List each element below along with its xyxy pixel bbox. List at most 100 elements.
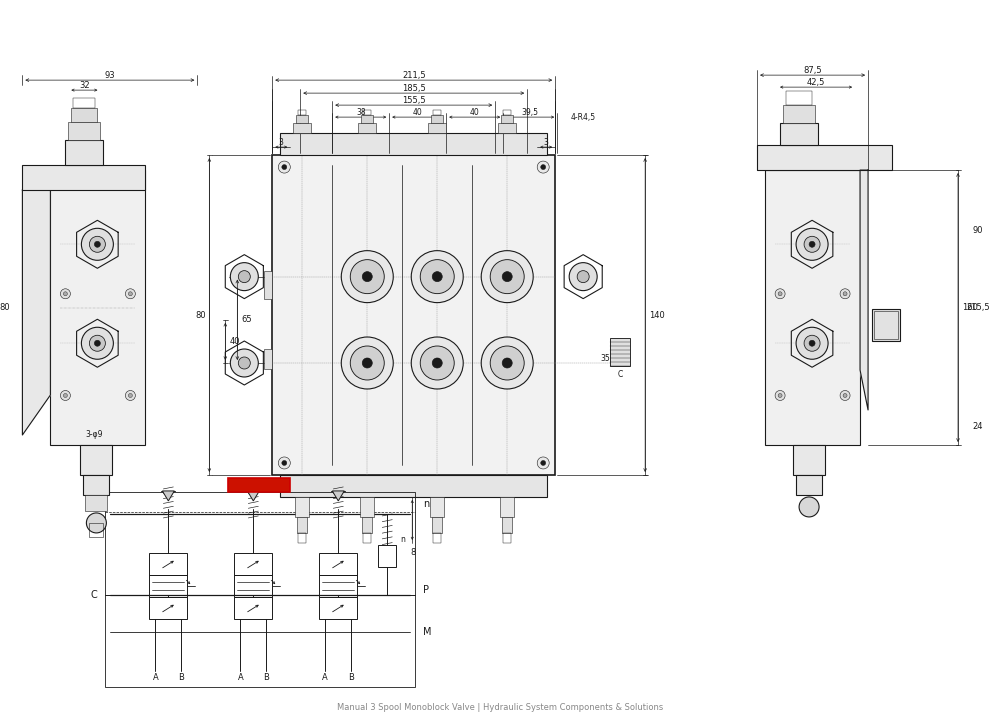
Circle shape xyxy=(63,394,67,397)
Polygon shape xyxy=(860,170,868,410)
Bar xyxy=(149,597,187,619)
Text: T: T xyxy=(581,272,586,281)
Text: P: P xyxy=(423,585,429,595)
Text: 185,5: 185,5 xyxy=(402,84,426,92)
Bar xyxy=(361,115,373,123)
Bar xyxy=(319,554,357,575)
Bar xyxy=(280,133,547,155)
Bar xyxy=(874,310,898,338)
Text: 8: 8 xyxy=(411,549,416,557)
Circle shape xyxy=(282,165,287,170)
Text: B: B xyxy=(365,358,370,368)
Circle shape xyxy=(125,391,135,401)
Text: Tn: Tn xyxy=(240,361,248,366)
Circle shape xyxy=(796,228,828,260)
Circle shape xyxy=(775,289,785,299)
Bar xyxy=(610,338,630,366)
Circle shape xyxy=(843,292,847,296)
Bar xyxy=(433,533,441,543)
Bar xyxy=(272,155,555,475)
Text: B: B xyxy=(348,673,354,683)
Bar xyxy=(297,517,307,533)
Text: 3: 3 xyxy=(544,138,549,146)
Bar xyxy=(234,554,272,575)
Text: M: M xyxy=(423,627,432,637)
Bar xyxy=(50,170,145,445)
Text: 40: 40 xyxy=(470,108,480,117)
Circle shape xyxy=(81,327,113,359)
Bar xyxy=(68,122,100,140)
Text: 38: 38 xyxy=(356,108,366,117)
Bar xyxy=(264,271,272,299)
Circle shape xyxy=(350,346,384,380)
Text: T: T xyxy=(92,499,97,509)
Text: 32: 32 xyxy=(79,80,90,90)
Circle shape xyxy=(89,336,105,351)
Text: Q25D3L: Q25D3L xyxy=(239,480,279,490)
Bar xyxy=(433,110,441,115)
Bar xyxy=(503,533,511,543)
Text: 211,5: 211,5 xyxy=(402,70,426,80)
Circle shape xyxy=(569,262,597,290)
Polygon shape xyxy=(247,491,259,501)
Text: 80: 80 xyxy=(0,303,10,312)
Circle shape xyxy=(809,242,815,247)
Bar xyxy=(378,545,396,566)
Circle shape xyxy=(541,460,546,465)
Circle shape xyxy=(411,251,463,303)
Bar xyxy=(83,475,109,495)
Bar xyxy=(793,445,825,475)
Circle shape xyxy=(278,457,290,469)
Circle shape xyxy=(481,251,533,303)
Text: A: A xyxy=(322,673,328,683)
Circle shape xyxy=(490,260,524,294)
Bar xyxy=(498,123,516,133)
Text: B: B xyxy=(505,358,510,368)
Circle shape xyxy=(128,394,132,397)
Circle shape xyxy=(778,394,782,397)
Text: 24: 24 xyxy=(973,422,983,432)
Bar xyxy=(363,110,371,115)
Bar xyxy=(295,497,309,517)
Circle shape xyxy=(362,358,372,368)
Text: 155,5: 155,5 xyxy=(402,95,426,105)
Text: Manual 3 Spool Monoblock Valve | Hydraulic System Components & Solutions: Manual 3 Spool Monoblock Valve | Hydraul… xyxy=(337,703,663,712)
Text: n: n xyxy=(423,499,429,509)
Text: 3-φ9: 3-φ9 xyxy=(85,430,103,440)
Text: 93: 93 xyxy=(105,70,115,80)
Text: P: P xyxy=(242,272,247,281)
Text: 3: 3 xyxy=(279,138,284,146)
Text: C: C xyxy=(618,371,623,379)
Circle shape xyxy=(350,260,384,294)
Circle shape xyxy=(81,228,113,260)
Circle shape xyxy=(840,289,850,299)
Circle shape xyxy=(541,165,546,170)
Bar xyxy=(73,98,95,108)
Text: 35: 35 xyxy=(600,353,610,363)
Bar xyxy=(358,123,376,133)
Bar xyxy=(431,115,443,123)
Text: 4-R4,5: 4-R4,5 xyxy=(570,113,595,122)
Text: A: A xyxy=(505,272,510,281)
Circle shape xyxy=(125,289,135,299)
Circle shape xyxy=(89,237,105,252)
Circle shape xyxy=(775,391,785,401)
Text: 65: 65 xyxy=(241,315,252,324)
Circle shape xyxy=(63,292,67,296)
Text: 90: 90 xyxy=(973,226,983,235)
Circle shape xyxy=(60,391,70,401)
Circle shape xyxy=(86,513,106,533)
Bar xyxy=(228,478,290,492)
Bar xyxy=(296,115,308,123)
Bar xyxy=(503,110,511,115)
Bar xyxy=(85,495,107,511)
Bar xyxy=(149,554,187,575)
Circle shape xyxy=(94,242,100,247)
Polygon shape xyxy=(162,491,174,501)
Text: 140: 140 xyxy=(649,310,665,320)
Text: 39,5: 39,5 xyxy=(522,108,539,117)
Circle shape xyxy=(420,260,454,294)
Circle shape xyxy=(432,272,442,282)
Bar xyxy=(432,517,442,533)
Circle shape xyxy=(94,341,100,346)
